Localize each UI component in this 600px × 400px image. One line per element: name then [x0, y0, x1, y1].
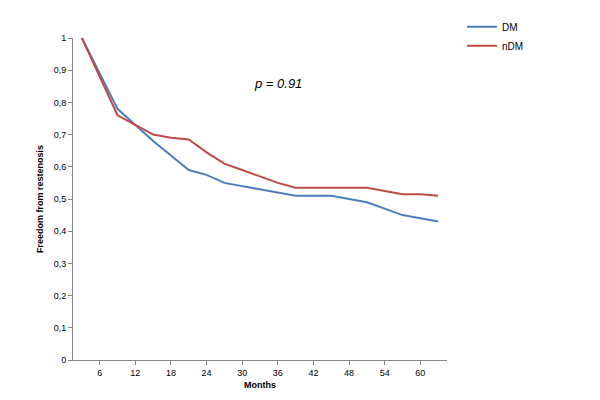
svg-text:0,8: 0,8: [54, 98, 67, 108]
svg-text:1: 1: [61, 33, 66, 43]
svg-text:0,6: 0,6: [54, 162, 67, 172]
svg-text:DM: DM: [502, 22, 518, 33]
svg-text:24: 24: [202, 368, 212, 378]
svg-text:Months: Months: [244, 380, 276, 390]
svg-text:0,4: 0,4: [54, 226, 67, 236]
svg-text:30: 30: [237, 368, 247, 378]
svg-text:0: 0: [61, 355, 66, 365]
svg-text:0,7: 0,7: [54, 130, 67, 140]
svg-text:60: 60: [415, 368, 425, 378]
svg-text:0,1: 0,1: [54, 323, 67, 333]
svg-text:0,9: 0,9: [54, 65, 67, 75]
svg-text:12: 12: [130, 368, 140, 378]
svg-text:18: 18: [166, 368, 176, 378]
svg-text:0,2: 0,2: [54, 291, 67, 301]
svg-text:0,5: 0,5: [54, 194, 67, 204]
svg-text:42: 42: [308, 368, 318, 378]
svg-text:36: 36: [273, 368, 283, 378]
svg-text:54: 54: [380, 368, 390, 378]
svg-text:Freedom from restenosis: Freedom from restenosis: [35, 145, 45, 253]
svg-text:6: 6: [97, 368, 102, 378]
svg-text:nDM: nDM: [502, 41, 523, 52]
svg-text:0,3: 0,3: [54, 259, 67, 269]
svg-text:p = 0.91: p = 0.91: [254, 76, 302, 91]
svg-text:48: 48: [344, 368, 354, 378]
